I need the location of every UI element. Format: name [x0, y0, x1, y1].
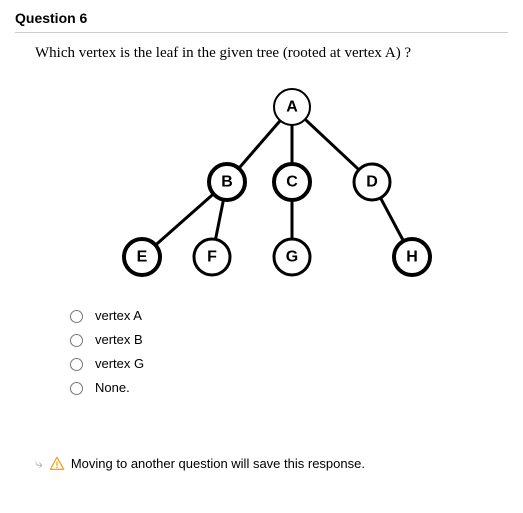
option-row[interactable]: vertex G	[65, 355, 508, 371]
question-text: Which vertex is the leaf in the given tr…	[35, 45, 508, 62]
tree-edge	[155, 194, 213, 245]
footer-warning-text: Moving to another question will save thi…	[71, 456, 365, 471]
option-label: vertex G	[95, 356, 144, 371]
option-radio[interactable]	[70, 382, 83, 395]
tree-node-label: C	[286, 174, 298, 191]
tree-edge	[238, 121, 279, 169]
option-label: None.	[95, 380, 130, 395]
option-radio[interactable]	[70, 358, 83, 371]
tree-diagram: A B C D E F G H	[62, 77, 462, 287]
question-header: Question 6	[15, 10, 508, 26]
tree-edge	[380, 198, 403, 241]
options-group: vertex A vertex B vertex G None.	[65, 307, 508, 395]
option-radio[interactable]	[70, 310, 83, 323]
option-row[interactable]: None.	[65, 379, 508, 395]
tree-edge	[305, 119, 359, 169]
tree-node-label: F	[207, 249, 217, 266]
option-row[interactable]: vertex A	[65, 307, 508, 323]
option-label: vertex A	[95, 308, 142, 323]
footer-note: ⤷ Moving to another question will save t…	[35, 455, 508, 472]
tree-node-label: G	[285, 249, 297, 266]
option-row[interactable]: vertex B	[65, 331, 508, 347]
divider	[15, 32, 508, 33]
tree-node-label: E	[136, 249, 147, 266]
tree-node-label: D	[366, 174, 378, 191]
warning-icon	[49, 455, 65, 472]
arrow-icon: ⤷	[35, 455, 43, 472]
tree-edge	[215, 200, 223, 240]
option-radio[interactable]	[70, 334, 83, 347]
tree-node-label: B	[221, 174, 233, 191]
tree-node-label: H	[406, 249, 418, 266]
tree-node-label: A	[286, 99, 298, 116]
option-label: vertex B	[95, 332, 143, 347]
